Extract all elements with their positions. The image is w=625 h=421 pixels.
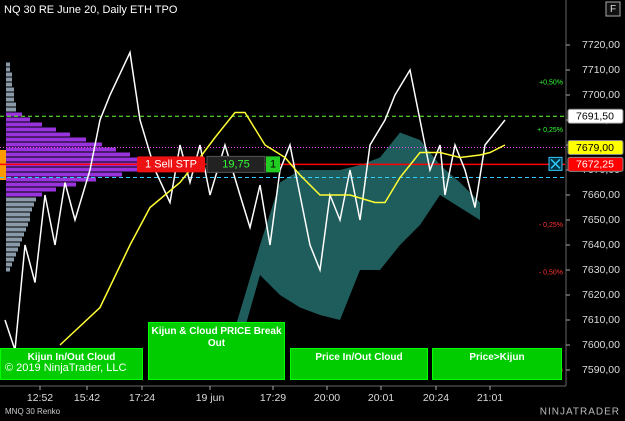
profile-bar bbox=[6, 192, 42, 197]
y-tick-label: 7660,00 bbox=[582, 189, 620, 201]
profile-bar bbox=[6, 197, 36, 202]
price-line bbox=[4, 49, 506, 351]
order-price-box bbox=[206, 155, 266, 173]
y-tick-label: 7720,00 bbox=[582, 39, 620, 51]
profile-bar bbox=[6, 237, 22, 242]
profile-bar bbox=[6, 247, 18, 252]
profile-bar bbox=[6, 167, 142, 172]
profile-bar bbox=[6, 127, 56, 132]
profile-bar bbox=[6, 222, 28, 227]
copyright: © 2019 NinjaTrader, LLC bbox=[5, 362, 127, 374]
y-tick-label: 7700,00 bbox=[582, 89, 620, 101]
profile-bar bbox=[6, 67, 10, 72]
price-level-box bbox=[567, 156, 624, 172]
profile-bar bbox=[6, 147, 116, 152]
order-qty-box bbox=[266, 156, 280, 173]
order-label: 1 Sell STP bbox=[145, 158, 197, 170]
profile-bar bbox=[6, 227, 26, 232]
profile-bar bbox=[6, 212, 30, 217]
profile-bar bbox=[6, 262, 12, 267]
price-level-box bbox=[567, 108, 624, 124]
price-level-label: 7672,25 bbox=[576, 159, 614, 171]
price-level-label: 7679,00 bbox=[576, 142, 614, 154]
profile-bar bbox=[6, 82, 12, 87]
profile-bar bbox=[6, 242, 20, 247]
profile-bar bbox=[6, 267, 10, 272]
strategy-button[interactable]: Price>Kijun bbox=[432, 348, 562, 380]
format-button[interactable] bbox=[605, 1, 621, 17]
percent-label: + 0,25% bbox=[537, 127, 563, 134]
close-x bbox=[550, 158, 561, 169]
profile-bar bbox=[6, 187, 56, 192]
profile-bar bbox=[6, 232, 24, 237]
strategy-button[interactable]: Price In/Out Cloud bbox=[290, 348, 428, 380]
profile-bar bbox=[6, 112, 22, 117]
x-tick-label: 20:01 bbox=[368, 392, 394, 404]
profile-bar bbox=[6, 142, 102, 147]
strategy-button[interactable]: Kijun & Cloud PRICE Break Out bbox=[148, 322, 285, 380]
profile-bar bbox=[6, 102, 16, 107]
percent-label: - 0,25% bbox=[539, 222, 563, 229]
order-price: 19,75 bbox=[222, 158, 250, 170]
profile-bar bbox=[6, 217, 30, 222]
x-tick-label: 21:01 bbox=[477, 392, 503, 404]
price-level-box bbox=[567, 140, 624, 155]
percent-label: +0,50% bbox=[539, 79, 563, 86]
profile-bar bbox=[6, 92, 14, 97]
percent-label: - 0,50% bbox=[539, 269, 563, 276]
order-qty: 1 bbox=[270, 158, 276, 170]
y-tick-label: 7610,00 bbox=[582, 314, 620, 326]
price-line bbox=[59, 111, 506, 346]
order-box bbox=[137, 156, 205, 173]
y-tick-label: 7710,00 bbox=[582, 64, 620, 76]
cloud bbox=[230, 132, 480, 380]
format-button-label[interactable]: F bbox=[610, 4, 616, 15]
profile-bar bbox=[6, 182, 76, 187]
profile-bar bbox=[6, 202, 34, 207]
profile-bar bbox=[6, 157, 146, 162]
profile-bar bbox=[6, 97, 14, 102]
profile-bar bbox=[6, 152, 130, 157]
profile-bar bbox=[6, 172, 122, 177]
strategy-button[interactable]: Kijun In/Out Cloud bbox=[0, 348, 143, 380]
y-tick-label: 7640,00 bbox=[582, 239, 620, 251]
profile-bar bbox=[6, 77, 12, 82]
profile-bar bbox=[6, 177, 96, 182]
y-tick-label: 7590,00 bbox=[582, 364, 620, 376]
profile-bar bbox=[6, 107, 16, 112]
y-tick-label: 7600,00 bbox=[582, 339, 620, 351]
close-order[interactable] bbox=[548, 156, 563, 171]
x-tick-label: 15:42 bbox=[74, 392, 100, 404]
y-tick-label: 7650,00 bbox=[582, 214, 620, 226]
chart-title: NQ 30 RE June 20, Daily ETH TPO bbox=[4, 4, 178, 16]
logo: NINJATRADER bbox=[540, 407, 620, 418]
instrument-label: MNQ 30 Renko bbox=[5, 407, 61, 416]
x-tick-label: 12:52 bbox=[27, 392, 53, 404]
price-level-label: 7691,50 bbox=[576, 111, 614, 123]
profile-bar bbox=[6, 122, 42, 127]
profile-bar bbox=[6, 87, 14, 92]
x-tick-label: 19 jun bbox=[196, 392, 225, 404]
profile-bar bbox=[6, 257, 14, 262]
x-tick-label: 20:00 bbox=[314, 392, 340, 404]
profile-bar bbox=[6, 252, 16, 257]
profile-bar bbox=[6, 72, 12, 77]
profile-bar bbox=[6, 207, 32, 212]
y-tick-label: 7630,00 bbox=[582, 264, 620, 276]
x-tick-label: 17:24 bbox=[129, 392, 155, 404]
x-tick-label: 20:24 bbox=[423, 392, 449, 404]
profile-bar bbox=[6, 132, 70, 137]
profile-bar bbox=[6, 62, 10, 67]
x-tick-label: 17:29 bbox=[260, 392, 286, 404]
profile-bar bbox=[6, 117, 30, 122]
profile-bar bbox=[6, 137, 86, 142]
y-tick-label: 7620,00 bbox=[582, 289, 620, 301]
